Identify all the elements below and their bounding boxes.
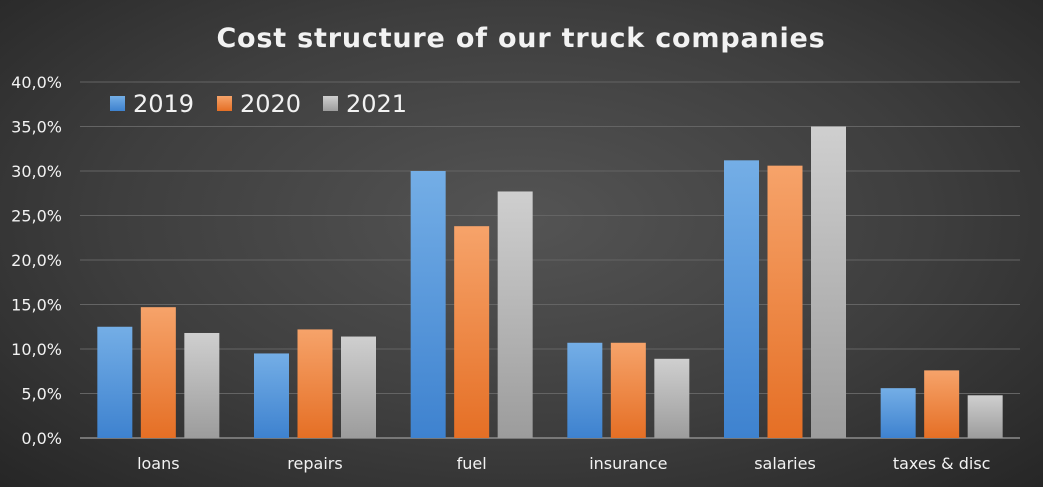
legend-label-2019: 2019 <box>133 90 194 118</box>
bar-2020-insurance <box>610 342 646 438</box>
legend-swatch-2021 <box>323 96 338 111</box>
bar-2021-salaries <box>811 126 846 438</box>
bar-2021-taxes-disc <box>967 395 1003 438</box>
bar-2019-insurance <box>567 342 603 438</box>
bar-2019-loans <box>97 326 133 438</box>
bar-2019-fuel <box>410 171 446 438</box>
x-tick-label: fuel <box>457 454 487 473</box>
x-tick-label: taxes & disc <box>893 454 991 473</box>
x-tick-label: loans <box>137 454 180 473</box>
legend-label-2021: 2021 <box>346 90 407 118</box>
bar-2019-repairs <box>254 353 289 438</box>
y-tick-label: 25,0% <box>11 207 62 226</box>
y-tick-label: 40,0% <box>11 73 62 92</box>
y-tick-label: 35,0% <box>11 118 62 137</box>
bar-2020-taxes-disc <box>924 370 960 438</box>
gridlines <box>80 81 1020 439</box>
bar-2019-salaries <box>724 160 759 438</box>
x-axis-tick-labels: loans repairs fuel insurance salaries taxes &… <box>137 454 990 473</box>
bar-2021-repairs <box>341 336 376 438</box>
x-tick-label: insurance <box>589 454 667 473</box>
y-tick-label: 10,0% <box>11 340 62 359</box>
y-axis-tick-labels: 0,0% 5,0% 10,0% 15,0% 20,0% 25,0% 30,0% 35,0% 40… <box>11 73 62 448</box>
bar-2020-fuel <box>454 226 490 438</box>
x-tick-label: salaries <box>754 454 816 473</box>
y-tick-label: 20,0% <box>11 251 62 270</box>
bar-2021-loans <box>184 332 220 438</box>
legend-label-2020: 2020 <box>240 90 301 118</box>
bar-2020-loans <box>140 307 176 438</box>
x-tick-label: repairs <box>287 454 342 473</box>
bars <box>97 126 1003 438</box>
y-tick-label: 15,0% <box>11 296 62 315</box>
bar-2020-repairs <box>297 329 333 438</box>
legend: 2019 2020 2021 <box>110 90 407 118</box>
legend-swatch-2019 <box>110 96 125 111</box>
bar-2021-insurance <box>654 358 690 438</box>
legend-swatch-2020 <box>217 96 232 111</box>
chart-title: Cost structure of our truck companies <box>216 23 825 54</box>
bar-2019-taxes-disc <box>880 388 916 438</box>
bar-2020-salaries <box>767 165 803 438</box>
y-tick-label: 0,0% <box>21 429 62 448</box>
y-tick-label: 5,0% <box>21 385 62 404</box>
bar-2021-fuel <box>497 191 533 438</box>
y-tick-label: 30,0% <box>11 162 62 181</box>
